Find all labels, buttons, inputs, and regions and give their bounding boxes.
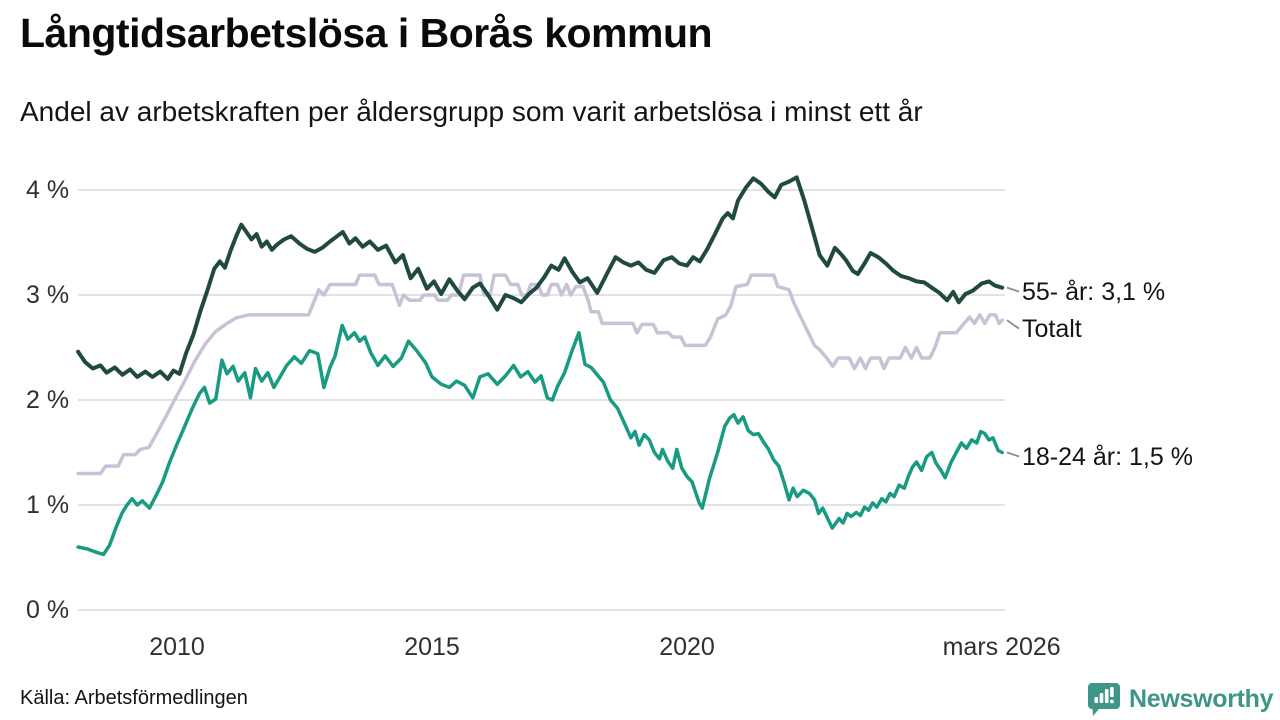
source-credit: Källa: Arbetsförmedlingen — [20, 687, 248, 709]
series-line-18-24-år — [76, 323, 1004, 557]
newsworthy-brand: Newsworthy — [1086, 681, 1274, 717]
end-label-tick-18-24-år — [1006, 451, 1020, 458]
x-tick-label-2020: 2020 — [659, 633, 715, 661]
series-line-55-år — [76, 175, 1005, 381]
x-tick-label-2010: 2010 — [149, 633, 205, 661]
chart-subtitle: Andel av arbetskraften per åldersgrupp s… — [20, 96, 923, 127]
series-line-totalt — [76, 273, 1004, 476]
y-tick-label-1: 1 % — [26, 491, 70, 519]
page-title: Långtidsarbetslösa i Borås kommun — [20, 10, 713, 56]
x-tick-label-2015: 2015 — [404, 633, 460, 661]
end-label-tick-55-år — [1006, 286, 1020, 293]
newsworthy-logo-text: Newsworthy — [1129, 684, 1274, 713]
end-label-55-år: 55- år: 3,1 % — [1022, 277, 1166, 306]
end-label-18-24-år: 18-24 år: 1,5 % — [1022, 442, 1193, 471]
x-tick-label-mars-2026: mars 2026 — [942, 633, 1061, 661]
newsworthy-logo-icon — [1088, 683, 1120, 716]
y-tick-label-3: 3 % — [26, 281, 70, 309]
end-label-totalt: Totalt — [1022, 314, 1082, 343]
y-tick-label-4: 4 % — [26, 176, 70, 204]
y-tick-label-2: 2 % — [26, 386, 70, 414]
end-label-tick-totalt — [1006, 319, 1020, 330]
y-tick-label-0: 0 % — [26, 596, 70, 624]
